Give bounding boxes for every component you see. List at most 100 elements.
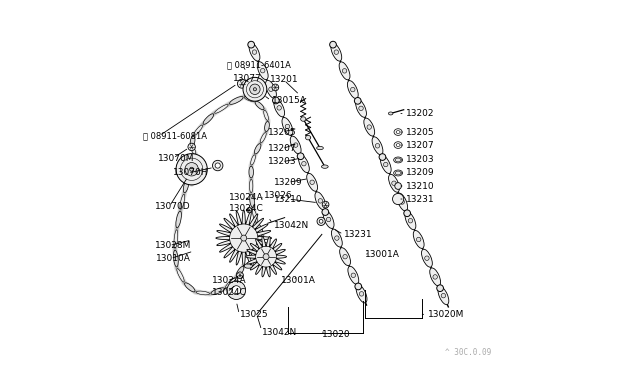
Ellipse shape — [251, 155, 255, 165]
Text: 13205: 13205 — [406, 128, 434, 137]
Text: 13025: 13025 — [240, 310, 269, 319]
Ellipse shape — [260, 68, 265, 73]
Ellipse shape — [355, 283, 362, 290]
Ellipse shape — [260, 235, 264, 245]
Ellipse shape — [188, 179, 192, 184]
Ellipse shape — [173, 250, 178, 267]
Text: 13024C: 13024C — [212, 288, 247, 296]
Circle shape — [232, 286, 241, 295]
Ellipse shape — [315, 192, 326, 210]
Ellipse shape — [301, 161, 306, 166]
Text: 13042N: 13042N — [273, 221, 308, 230]
Text: 13207: 13207 — [406, 141, 434, 150]
Ellipse shape — [248, 41, 255, 48]
Ellipse shape — [274, 99, 285, 117]
Ellipse shape — [397, 193, 408, 211]
Ellipse shape — [413, 231, 424, 248]
Text: ^ 30C.0.09: ^ 30C.0.09 — [445, 348, 491, 357]
Text: 13070D: 13070D — [154, 202, 190, 211]
Ellipse shape — [269, 87, 273, 92]
Ellipse shape — [253, 209, 257, 222]
Text: 13210: 13210 — [406, 182, 434, 190]
Ellipse shape — [331, 43, 342, 61]
Text: 13209: 13209 — [273, 178, 302, 187]
Ellipse shape — [291, 136, 301, 154]
Ellipse shape — [196, 166, 200, 176]
Ellipse shape — [180, 194, 185, 209]
Ellipse shape — [408, 218, 413, 223]
Ellipse shape — [367, 125, 371, 129]
Ellipse shape — [174, 230, 178, 248]
Ellipse shape — [433, 275, 437, 279]
Ellipse shape — [441, 294, 445, 298]
Text: 13042N: 13042N — [262, 328, 298, 337]
Polygon shape — [216, 210, 271, 266]
Circle shape — [227, 281, 246, 299]
Ellipse shape — [250, 179, 253, 193]
Ellipse shape — [183, 179, 189, 193]
Ellipse shape — [380, 155, 391, 173]
Ellipse shape — [257, 62, 268, 80]
Ellipse shape — [404, 210, 410, 217]
Ellipse shape — [244, 264, 253, 268]
Ellipse shape — [249, 166, 253, 178]
Text: 13070H: 13070H — [173, 169, 209, 177]
Text: 13070M: 13070M — [158, 154, 195, 163]
Ellipse shape — [351, 273, 356, 278]
Ellipse shape — [348, 266, 359, 284]
Ellipse shape — [359, 106, 364, 110]
Ellipse shape — [383, 162, 388, 167]
Text: 13024A: 13024A — [212, 276, 247, 285]
Ellipse shape — [379, 154, 386, 160]
Ellipse shape — [417, 237, 421, 242]
Ellipse shape — [176, 211, 181, 228]
Circle shape — [237, 272, 243, 279]
Text: 13028M: 13028M — [154, 241, 191, 250]
Ellipse shape — [348, 81, 358, 99]
Circle shape — [241, 235, 246, 241]
Circle shape — [322, 201, 329, 208]
Ellipse shape — [342, 68, 347, 73]
Text: 13020: 13020 — [323, 330, 351, 339]
Ellipse shape — [375, 144, 380, 148]
Ellipse shape — [264, 110, 268, 121]
Ellipse shape — [394, 142, 402, 148]
Ellipse shape — [356, 99, 367, 117]
Ellipse shape — [394, 129, 402, 135]
Ellipse shape — [322, 209, 329, 215]
Text: 13024C: 13024C — [229, 204, 264, 213]
Ellipse shape — [282, 118, 293, 135]
Ellipse shape — [429, 268, 440, 286]
Circle shape — [246, 208, 252, 213]
Ellipse shape — [305, 135, 310, 140]
Ellipse shape — [364, 118, 374, 136]
Circle shape — [392, 193, 404, 205]
Ellipse shape — [438, 287, 449, 305]
Ellipse shape — [297, 153, 304, 160]
Ellipse shape — [422, 249, 433, 267]
Ellipse shape — [244, 96, 254, 102]
Ellipse shape — [249, 43, 260, 61]
Ellipse shape — [343, 254, 348, 259]
Ellipse shape — [332, 229, 342, 247]
Ellipse shape — [211, 288, 225, 294]
Ellipse shape — [372, 137, 383, 155]
Ellipse shape — [196, 291, 209, 295]
Ellipse shape — [236, 266, 244, 277]
Ellipse shape — [351, 87, 355, 92]
Circle shape — [212, 160, 223, 171]
Circle shape — [243, 77, 267, 101]
Ellipse shape — [277, 106, 282, 110]
Text: 13026: 13026 — [264, 191, 293, 200]
Circle shape — [237, 79, 246, 88]
Ellipse shape — [396, 131, 400, 134]
Ellipse shape — [195, 155, 200, 165]
Text: 13077: 13077 — [232, 74, 261, 83]
Ellipse shape — [184, 283, 195, 292]
Circle shape — [319, 219, 323, 223]
Ellipse shape — [301, 117, 306, 121]
Circle shape — [250, 84, 260, 94]
Ellipse shape — [177, 269, 184, 282]
Text: 13015A: 13015A — [271, 96, 307, 105]
Circle shape — [272, 84, 278, 91]
